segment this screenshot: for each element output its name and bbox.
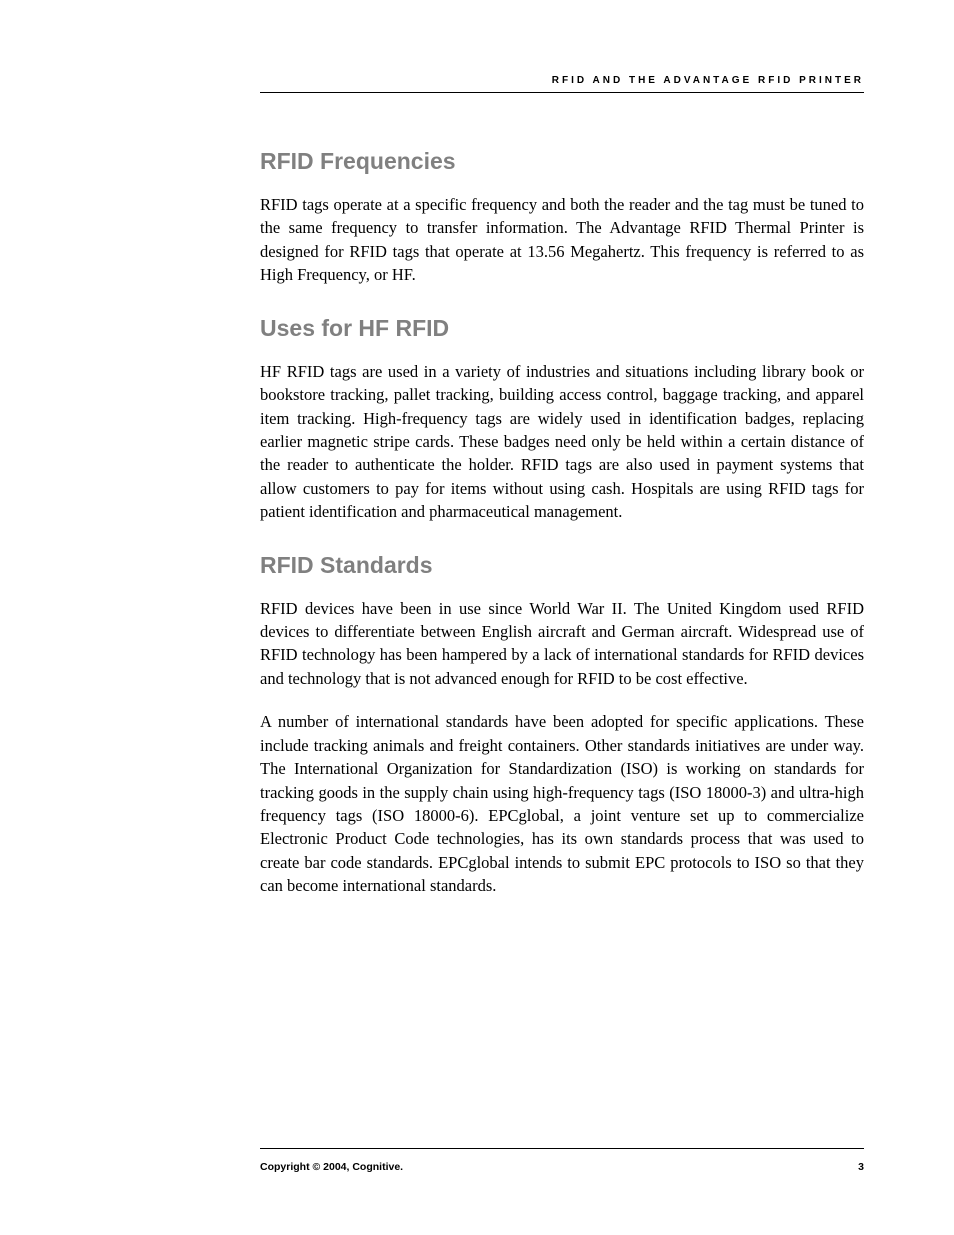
header-divider <box>260 92 864 93</box>
paragraph-standards-1: RFID devices have been in use since Worl… <box>260 597 864 691</box>
section-heading-uses: Uses for HF RFID <box>260 315 864 342</box>
footer: Copyright © 2004, Cognitive. 3 <box>260 1148 864 1173</box>
footer-page-number: 3 <box>858 1161 864 1173</box>
paragraph-uses: HF RFID tags are used in a variety of in… <box>260 360 864 524</box>
paragraph-standards-2: A number of international standards have… <box>260 710 864 897</box>
section-heading-standards: RFID Standards <box>260 552 864 579</box>
footer-row: Copyright © 2004, Cognitive. 3 <box>260 1161 864 1173</box>
paragraph-frequencies: RFID tags operate at a specific frequenc… <box>260 193 864 287</box>
footer-divider <box>260 1148 864 1149</box>
page-header: RFID AND THE ADVANTAGE RFID PRINTER <box>260 75 864 86</box>
section-heading-frequencies: RFID Frequencies <box>260 148 864 175</box>
footer-copyright: Copyright © 2004, Cognitive. <box>260 1161 403 1173</box>
